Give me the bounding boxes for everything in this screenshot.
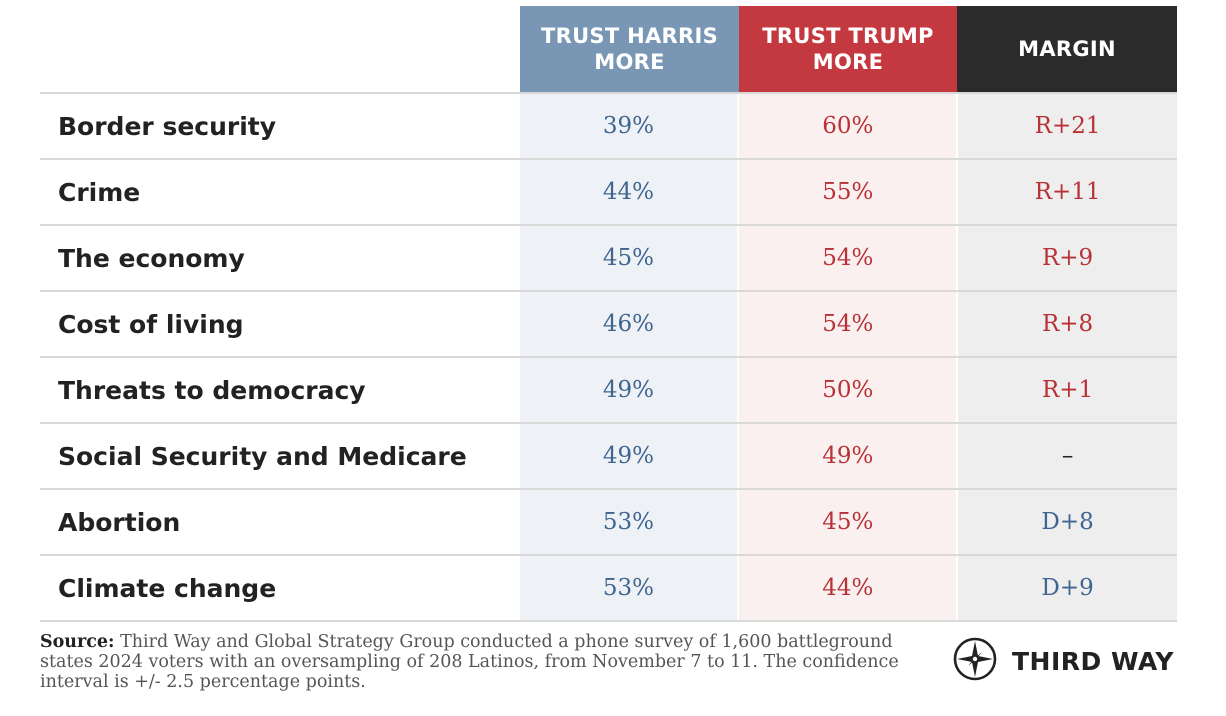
trump-value: 60% [737, 94, 957, 158]
header-harris: TRUST HARRIS MORE [520, 6, 739, 92]
issue-label: Climate change [58, 573, 277, 603]
footer: Source: Third Way and Global Strategy Gr… [40, 632, 910, 692]
harris-value: 49% [517, 358, 738, 422]
compass-star-icon [952, 636, 998, 687]
trump-value: 44% [737, 556, 957, 620]
issue-label: Abortion [58, 507, 181, 537]
table-header: TRUST HARRIS MORE TRUST TRUMP MORE MARGI… [40, 6, 1177, 92]
harris-value: 39% [517, 94, 738, 158]
margin-value: R+8 [956, 292, 1177, 356]
table-row: Threats to democracy 49% 50% R+1 [40, 356, 1177, 422]
trump-value: 49% [737, 424, 957, 488]
issue-label: Social Security and Medicare [58, 441, 467, 471]
source-label: Source: [40, 632, 115, 652]
source-text: Third Way and Global Strategy Group cond… [40, 632, 899, 692]
issue-label: Border security [58, 111, 277, 141]
table-row: Abortion 53% 45% D+8 [40, 488, 1177, 554]
harris-value: 53% [517, 556, 738, 620]
logo-text: THIRD WAY [1012, 647, 1174, 676]
table-row: Crime 44% 55% R+11 [40, 158, 1177, 224]
trump-value: 54% [737, 226, 957, 290]
issue-label: Threats to democracy [58, 375, 366, 405]
margin-value: D+8 [956, 490, 1177, 554]
margin-value: R+11 [956, 160, 1177, 224]
table-row: Social Security and Medicare 49% 49% – [40, 422, 1177, 488]
table-row: The economy 45% 54% R+9 [40, 224, 1177, 290]
margin-value: R+9 [956, 226, 1177, 290]
source-note: Source: Third Way and Global Strategy Gr… [40, 632, 910, 692]
margin-value: D+9 [956, 556, 1177, 620]
issue-label: Crime [58, 177, 141, 207]
harris-value: 45% [517, 226, 738, 290]
margin-value: – [956, 424, 1177, 488]
harris-value: 49% [517, 424, 738, 488]
third-way-logo: THIRD WAY [952, 636, 1174, 687]
trust-table: TRUST HARRIS MORE TRUST TRUMP MORE MARGI… [40, 6, 1177, 622]
table-body: Border security 39% 60% R+21 Crime 44% 55% R+11… [40, 92, 1177, 622]
trump-value: 55% [737, 160, 957, 224]
harris-value: 46% [517, 292, 738, 356]
trump-value: 54% [737, 292, 957, 356]
header-trump: TRUST TRUMP MORE [739, 6, 957, 92]
harris-value: 53% [517, 490, 738, 554]
table-row: Climate change 53% 44% D+9 [40, 554, 1177, 622]
issue-label: Cost of living [58, 309, 244, 339]
margin-value: R+21 [956, 94, 1177, 158]
harris-value: 44% [517, 160, 738, 224]
trump-value: 45% [737, 490, 957, 554]
issue-label: The economy [58, 243, 245, 273]
table-row: Cost of living 46% 54% R+8 [40, 290, 1177, 356]
table-row: Border security 39% 60% R+21 [40, 92, 1177, 158]
margin-value: R+1 [956, 358, 1177, 422]
trump-value: 50% [737, 358, 957, 422]
header-blank [40, 6, 520, 92]
header-margin: MARGIN [957, 6, 1177, 92]
